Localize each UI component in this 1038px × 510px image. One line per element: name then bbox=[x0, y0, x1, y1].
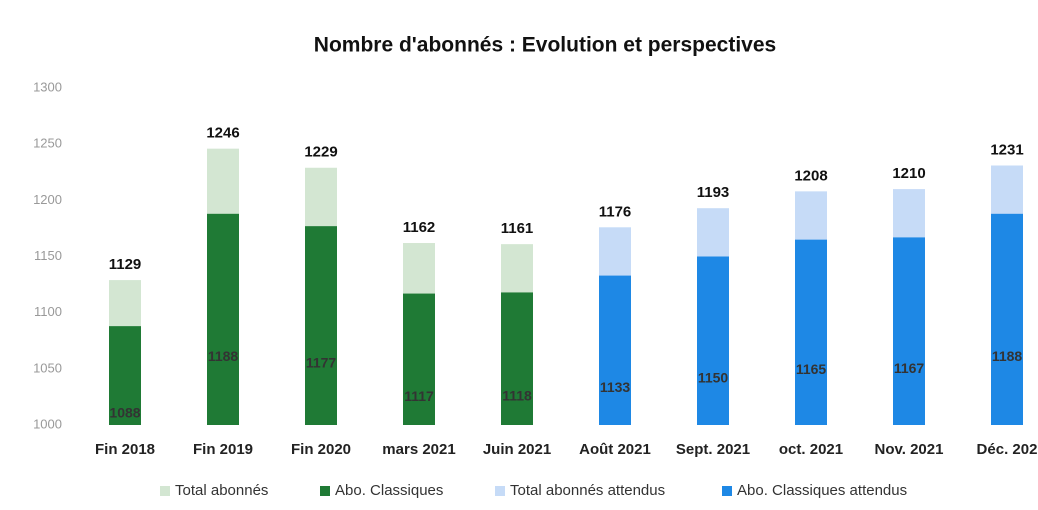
bar bbox=[795, 239, 827, 425]
bar bbox=[109, 326, 141, 425]
total-label: 1246 bbox=[206, 125, 239, 142]
legend-swatch bbox=[320, 486, 330, 496]
value-label: 1188 bbox=[208, 348, 239, 364]
total-label: 1129 bbox=[109, 256, 142, 273]
value-label: 1117 bbox=[404, 388, 434, 404]
x-tick-label: Août 2021 bbox=[579, 441, 651, 458]
legend-swatch bbox=[160, 486, 170, 496]
y-tick-label: 1300 bbox=[33, 79, 62, 94]
total-label: 1193 bbox=[697, 184, 730, 201]
value-label: 1118 bbox=[502, 387, 532, 403]
y-tick-label: 1000 bbox=[33, 416, 62, 431]
total-label: 1161 bbox=[501, 220, 534, 237]
value-label: 1167 bbox=[894, 360, 925, 376]
value-label: 1177 bbox=[306, 354, 337, 370]
legend-swatch bbox=[495, 486, 505, 496]
total-label: 1229 bbox=[304, 144, 337, 161]
total-label: 1231 bbox=[990, 141, 1023, 158]
bar bbox=[697, 256, 729, 425]
value-label: 1088 bbox=[109, 404, 140, 420]
bar bbox=[599, 275, 631, 425]
x-tick-label: Sept. 2021 bbox=[676, 441, 750, 458]
total-label: 1176 bbox=[599, 203, 632, 220]
y-tick-label: 1250 bbox=[33, 136, 62, 151]
y-tick-label: 1050 bbox=[33, 360, 62, 375]
bar bbox=[305, 226, 337, 425]
x-tick-label: Déc. 202 bbox=[977, 441, 1038, 458]
bar bbox=[207, 213, 239, 425]
value-label: 1133 bbox=[600, 379, 631, 395]
x-tick-label: Nov. 2021 bbox=[875, 441, 944, 458]
total-label: 1210 bbox=[892, 165, 925, 182]
x-tick-label: Fin 2020 bbox=[291, 441, 351, 458]
x-tick-label: mars 2021 bbox=[382, 441, 455, 458]
total-label: 1162 bbox=[403, 219, 436, 236]
x-tick-label: Fin 2019 bbox=[193, 441, 253, 458]
value-label: 1150 bbox=[698, 369, 729, 385]
chart-title: Nombre d'abonnés : Evolution et perspect… bbox=[314, 34, 776, 57]
y-tick-label: 1200 bbox=[33, 192, 62, 207]
legend-label: Total abonnés bbox=[175, 482, 268, 499]
legend-label: Total abonnés attendus bbox=[510, 482, 665, 499]
legend-label: Abo. Classiques attendus bbox=[737, 482, 907, 499]
y-tick-label: 1100 bbox=[34, 304, 62, 319]
legend-swatch bbox=[722, 486, 732, 496]
value-label: 1188 bbox=[992, 348, 1023, 364]
x-tick-label: Juin 2021 bbox=[483, 441, 551, 458]
x-tick-label: Fin 2018 bbox=[95, 441, 155, 458]
y-tick-label: 1150 bbox=[34, 248, 62, 263]
total-label: 1208 bbox=[794, 167, 827, 184]
x-tick-label: oct. 2021 bbox=[779, 441, 843, 458]
bar bbox=[501, 292, 533, 425]
value-label: 1165 bbox=[796, 361, 827, 377]
legend-label: Abo. Classiques bbox=[335, 482, 443, 499]
bar bbox=[991, 213, 1023, 425]
bar bbox=[403, 293, 435, 425]
bar bbox=[893, 237, 925, 425]
